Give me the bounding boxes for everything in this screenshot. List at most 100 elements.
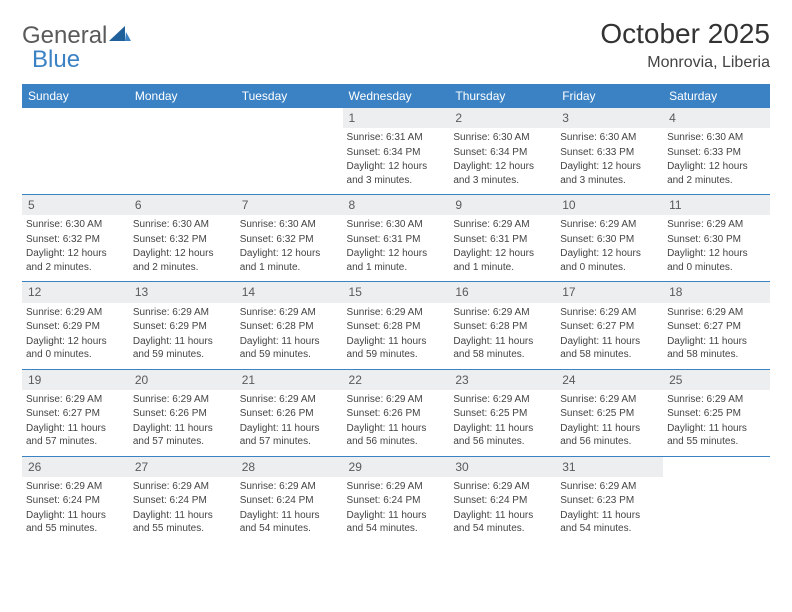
calendar-day-cell: 3 Sunrise: 6:30 AMSunset: 6:33 PMDaylight… (556, 108, 663, 195)
day-number: 8 (343, 195, 450, 215)
sunset-text: Sunset: 6:28 PM (347, 320, 446, 334)
day-number: 22 (343, 370, 450, 390)
sunrise-text: Sunrise: 6:29 AM (667, 306, 766, 320)
sunrise-text: Sunrise: 6:29 AM (453, 306, 552, 320)
sun-info: Sunrise: 6:29 AMSunset: 6:29 PMDaylight:… (26, 306, 125, 362)
day-number: 11 (663, 195, 770, 215)
daylight-text: Daylight: 11 hours and 58 minutes. (453, 335, 552, 362)
day-number: 3 (556, 108, 663, 128)
day-number: 28 (236, 457, 343, 477)
sun-info: Sunrise: 6:29 AMSunset: 6:26 PMDaylight:… (347, 393, 446, 449)
sunrise-text: Sunrise: 6:30 AM (133, 218, 232, 232)
sunrise-text: Sunrise: 6:29 AM (667, 218, 766, 232)
location-label: Monrovia, Liberia (600, 54, 770, 72)
sunset-text: Sunset: 6:27 PM (560, 320, 659, 334)
day-number: 20 (129, 370, 236, 390)
sunset-text: Sunset: 6:26 PM (240, 407, 339, 421)
weekday-header: Thursday (449, 84, 556, 108)
daylight-text: Daylight: 12 hours and 2 minutes. (133, 247, 232, 274)
day-number (663, 457, 770, 477)
sun-info: Sunrise: 6:29 AMSunset: 6:23 PMDaylight:… (560, 480, 659, 536)
day-number: 31 (556, 457, 663, 477)
sunset-text: Sunset: 6:27 PM (667, 320, 766, 334)
sunset-text: Sunset: 6:25 PM (453, 407, 552, 421)
sun-info: Sunrise: 6:30 AMSunset: 6:33 PMDaylight:… (667, 131, 766, 187)
sunrise-text: Sunrise: 6:29 AM (26, 393, 125, 407)
sunrise-text: Sunrise: 6:29 AM (560, 306, 659, 320)
daylight-text: Daylight: 11 hours and 59 minutes. (240, 335, 339, 362)
calendar-day-cell: 25 Sunrise: 6:29 AMSunset: 6:25 PMDayligh… (663, 369, 770, 456)
day-number: 30 (449, 457, 556, 477)
calendar-week-row: 1 Sunrise: 6:31 AMSunset: 6:34 PMDaylight… (22, 108, 770, 195)
sun-info: Sunrise: 6:29 AMSunset: 6:24 PMDaylight:… (133, 480, 232, 536)
day-number: 29 (343, 457, 450, 477)
sun-info: Sunrise: 6:29 AMSunset: 6:24 PMDaylight:… (26, 480, 125, 536)
day-number: 27 (129, 457, 236, 477)
header-bar: General October 2025 Monrovia, Liberia (22, 18, 770, 72)
sunset-text: Sunset: 6:33 PM (560, 146, 659, 160)
calendar-day-cell: 13Sunrise: 6:29 AMSunset: 6:29 PMDayligh… (129, 282, 236, 369)
day-number (129, 108, 236, 128)
sunrise-text: Sunrise: 6:29 AM (133, 393, 232, 407)
weekday-header: Monday (129, 84, 236, 108)
weekday-header: Saturday (663, 84, 770, 108)
sunset-text: Sunset: 6:26 PM (133, 407, 232, 421)
sunset-text: Sunset: 6:27 PM (26, 407, 125, 421)
daylight-text: Daylight: 11 hours and 56 minutes. (347, 422, 446, 449)
day-number: 17 (556, 282, 663, 302)
daylight-text: Daylight: 11 hours and 59 minutes. (133, 335, 232, 362)
day-number: 2 (449, 108, 556, 128)
day-number: 10 (556, 195, 663, 215)
sun-info: Sunrise: 6:29 AMSunset: 6:28 PMDaylight:… (240, 306, 339, 362)
day-number: 12 (22, 282, 129, 302)
sun-info: Sunrise: 6:30 AMSunset: 6:32 PMDaylight:… (240, 218, 339, 274)
sunrise-text: Sunrise: 6:29 AM (347, 480, 446, 494)
calendar-day-cell: 30Sunrise: 6:29 AMSunset: 6:24 PMDayligh… (449, 456, 556, 543)
sun-info: Sunrise: 6:29 AMSunset: 6:24 PMDaylight:… (240, 480, 339, 536)
calendar-week-row: 19Sunrise: 6:29 AMSunset: 6:27 PMDayligh… (22, 369, 770, 456)
daylight-text: Daylight: 11 hours and 55 minutes. (667, 422, 766, 449)
daylight-text: Daylight: 12 hours and 1 minute. (347, 247, 446, 274)
daylight-text: Daylight: 11 hours and 56 minutes. (453, 422, 552, 449)
sun-info: Sunrise: 6:30 AMSunset: 6:33 PMDaylight:… (560, 131, 659, 187)
sunset-text: Sunset: 6:24 PM (133, 494, 232, 508)
sun-info: Sunrise: 6:30 AMSunset: 6:34 PMDaylight:… (453, 131, 552, 187)
sunset-text: Sunset: 6:28 PM (240, 320, 339, 334)
daylight-text: Daylight: 12 hours and 2 minutes. (667, 160, 766, 187)
day-number: 6 (129, 195, 236, 215)
daylight-text: Daylight: 12 hours and 1 minute. (453, 247, 552, 274)
calendar-day-cell: 12 Sunrise: 6:29 AMSunset: 6:29 PMDayligh… (22, 282, 129, 369)
sunrise-text: Sunrise: 6:29 AM (453, 393, 552, 407)
sunrise-text: Sunrise: 6:29 AM (560, 393, 659, 407)
sun-info: Sunrise: 6:29 AMSunset: 6:25 PMDaylight:… (667, 393, 766, 449)
daylight-text: Daylight: 11 hours and 55 minutes. (26, 509, 125, 536)
calendar-day-cell: 19Sunrise: 6:29 AMSunset: 6:27 PMDayligh… (22, 369, 129, 456)
sunset-text: Sunset: 6:31 PM (347, 233, 446, 247)
daylight-text: Daylight: 11 hours and 54 minutes. (453, 509, 552, 536)
sunrise-text: Sunrise: 6:29 AM (240, 306, 339, 320)
sunset-text: Sunset: 6:28 PM (453, 320, 552, 334)
weekday-header: Wednesday (343, 84, 450, 108)
calendar-day-cell: 10Sunrise: 6:29 AMSunset: 6:30 PMDayligh… (556, 195, 663, 282)
sunset-text: Sunset: 6:24 PM (453, 494, 552, 508)
calendar-day-cell: 29Sunrise: 6:29 AMSunset: 6:24 PMDayligh… (343, 456, 450, 543)
day-number: 1 (343, 108, 450, 128)
sunrise-text: Sunrise: 6:30 AM (347, 218, 446, 232)
daylight-text: Daylight: 12 hours and 3 minutes. (347, 160, 446, 187)
calendar-day-cell: 20 Sunrise: 6:29 AMSunset: 6:26 PMDayligh… (129, 369, 236, 456)
day-number (236, 108, 343, 128)
sunset-text: Sunset: 6:31 PM (453, 233, 552, 247)
daylight-text: Daylight: 11 hours and 57 minutes. (240, 422, 339, 449)
calendar-day-cell: 4Sunrise: 6:30 AMSunset: 6:33 PMDaylight… (663, 108, 770, 195)
sunset-text: Sunset: 6:32 PM (133, 233, 232, 247)
sun-info: Sunrise: 6:31 AMSunset: 6:34 PMDaylight:… (347, 131, 446, 187)
sun-info: Sunrise: 6:30 AMSunset: 6:32 PMDaylight:… (133, 218, 232, 274)
day-number: 18 (663, 282, 770, 302)
logo-text-blue: Blue (32, 46, 80, 74)
calendar-day-cell (663, 456, 770, 543)
title-block: October 2025 Monrovia, Liberia (600, 18, 770, 72)
calendar-day-cell: 16Sunrise: 6:29 AMSunset: 6:28 PMDayligh… (449, 282, 556, 369)
sunset-text: Sunset: 6:26 PM (347, 407, 446, 421)
day-number: 25 (663, 370, 770, 390)
daylight-text: Daylight: 11 hours and 57 minutes. (133, 422, 232, 449)
